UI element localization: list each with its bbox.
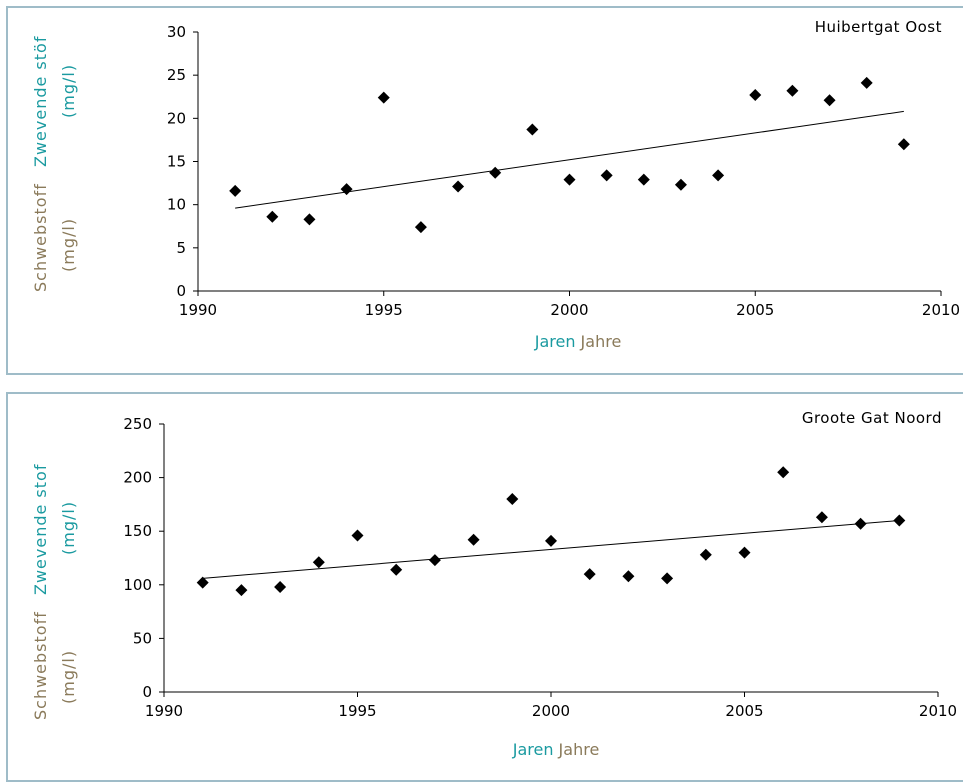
xlabel: Jaren Jahre	[534, 332, 622, 351]
xlabel-german: Jahre	[558, 740, 600, 759]
data-point	[196, 576, 209, 589]
y-tick-label: 50	[133, 629, 152, 647]
x-tick-label: 2000	[550, 301, 588, 319]
data-point	[377, 91, 390, 104]
data-point	[661, 572, 674, 585]
x-tick-label: 2005	[736, 301, 774, 319]
data-point	[428, 554, 441, 567]
ylabel-dutch: Zwevende stof	[31, 464, 50, 595]
data-point	[526, 123, 539, 136]
y-tick-label: 0	[142, 683, 152, 701]
data-point	[274, 580, 287, 593]
data-point	[583, 568, 596, 581]
data-point	[860, 76, 873, 89]
y-tick-label: 100	[123, 576, 152, 594]
x-tick-label: 1995	[365, 301, 403, 319]
data-point	[897, 138, 910, 151]
trend-line	[202, 519, 900, 579]
x-tick-label: 2000	[532, 702, 570, 720]
x-tick-label: 2010	[919, 702, 957, 720]
x-tick-label: 1995	[338, 702, 376, 720]
y-tick-label: 200	[123, 469, 152, 487]
xlabel-german: Jahre	[580, 332, 622, 351]
data-point	[777, 466, 790, 479]
data-point	[390, 563, 403, 576]
ylabel-dutch-unit: (mg/l)	[59, 501, 78, 555]
x-tick-label: 2005	[725, 702, 763, 720]
data-point	[340, 183, 353, 196]
data-point	[312, 556, 325, 569]
data-point	[738, 546, 751, 559]
ylabel-dutch-unit: (mg/l)	[59, 64, 78, 118]
data-point	[545, 534, 557, 547]
data-point	[622, 570, 635, 583]
xlabel: Jaren Jahre	[512, 740, 600, 759]
data-point	[563, 173, 576, 186]
data-point	[506, 493, 519, 506]
data-point	[674, 178, 687, 191]
data-point	[414, 221, 427, 234]
y-tick-label: 250	[123, 415, 152, 433]
chart-title: Huibertgat Oost	[815, 18, 942, 36]
x-tick-label: 2010	[922, 301, 960, 319]
data-point	[351, 529, 364, 542]
y-tick-label: 15	[167, 153, 186, 171]
data-point	[699, 548, 712, 561]
ylabel-german-unit: (mg/l)	[59, 218, 78, 272]
data-point	[303, 213, 316, 226]
data-point	[749, 89, 762, 102]
data-point	[600, 169, 613, 182]
ylabel-german-unit: (mg/l)	[59, 650, 78, 704]
x-tick-label: 1990	[179, 301, 217, 319]
y-tick-label: 5	[176, 239, 186, 257]
data-point	[786, 84, 799, 97]
y-tick-label: 25	[167, 66, 186, 84]
chart-panel-groote-gat-noord	[6, 392, 963, 782]
ylabel-german: Schwebstoff	[31, 183, 50, 292]
plot-area: 0 50 100 150 200 250 1990 1995 2000 2005 2010	[123, 415, 957, 720]
data-point	[229, 184, 242, 197]
data-point	[452, 180, 465, 193]
data-point	[854, 517, 867, 530]
data-point	[823, 94, 836, 107]
data-point	[637, 173, 650, 186]
plot-area: 0 5 10 15 20 25 30 1990 1995 2000 2005 2010	[167, 23, 960, 319]
data-point	[235, 584, 248, 597]
y-tick-label: 150	[123, 522, 152, 540]
ylabel-dutch: Zwevende stöf	[31, 36, 50, 167]
chart-title: Groote Gat Noord	[802, 409, 942, 427]
xlabel-dutch: Jaren	[512, 740, 554, 759]
ylabel-german: Schwebstoff	[31, 611, 50, 720]
x-tick-label: 1990	[145, 702, 183, 720]
xlabel-dutch: Jaren	[534, 332, 576, 351]
data-point	[266, 210, 279, 223]
y-tick-label: 10	[167, 196, 186, 214]
chart-panel-huibertgat-oost	[6, 6, 963, 375]
data-point	[815, 511, 828, 524]
data-point	[712, 169, 725, 182]
data-point	[489, 166, 502, 179]
data-point	[467, 533, 480, 546]
y-tick-label: 0	[176, 282, 186, 300]
y-tick-label: 30	[167, 23, 186, 41]
y-tick-label: 20	[167, 109, 186, 127]
data-point	[893, 514, 906, 527]
